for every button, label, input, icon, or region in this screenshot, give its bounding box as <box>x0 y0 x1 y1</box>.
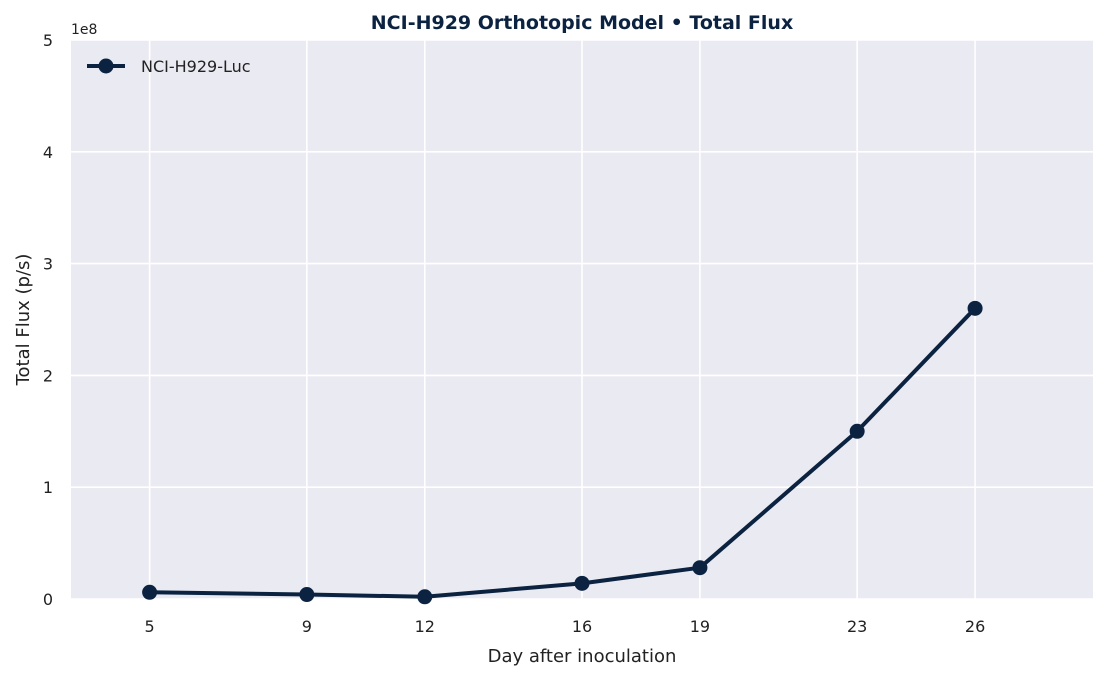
legend-marker-swatch <box>98 58 114 74</box>
y-tick-labels: 0 1 2 3 4 5 <box>43 31 53 609</box>
y-tick-label: 4 <box>43 143 53 162</box>
series-layer <box>142 300 983 605</box>
data-point <box>967 300 983 316</box>
x-tick-label: 5 <box>145 617 155 636</box>
legend-entry-label: NCI-H929-Luc <box>141 57 251 76</box>
data-point <box>299 587 315 603</box>
data-point <box>849 423 865 439</box>
x-tick-label: 16 <box>572 617 592 636</box>
x-tick-label: 26 <box>965 617 985 636</box>
x-tick-label: 9 <box>302 617 312 636</box>
y-tick-label: 0 <box>43 590 53 609</box>
y-tick-label: 3 <box>43 255 53 274</box>
data-point <box>142 584 158 600</box>
x-tick-labels: 5 9 12 16 19 23 26 <box>145 617 986 636</box>
x-tick-label: 19 <box>690 617 710 636</box>
data-point <box>574 575 590 591</box>
y-tick-label: 1 <box>43 478 53 497</box>
legend: NCI-H929-Luc <box>87 57 251 76</box>
data-point <box>417 589 433 605</box>
x-axis-label: Day after inoculation <box>488 646 677 667</box>
x-tick-label: 23 <box>847 617 867 636</box>
x-tick-label: 12 <box>415 617 435 636</box>
y-axis-offset-label: 1e8 <box>71 22 97 38</box>
chart-title: NCI-H929 Orthotopic Model • Total Flux <box>371 12 793 34</box>
grid-lines <box>71 39 1093 600</box>
y-axis-label: Total Flux (p/s) <box>13 254 34 387</box>
y-tick-label: 5 <box>43 31 53 50</box>
y-tick-label: 2 <box>43 366 53 385</box>
data-point <box>692 560 708 576</box>
